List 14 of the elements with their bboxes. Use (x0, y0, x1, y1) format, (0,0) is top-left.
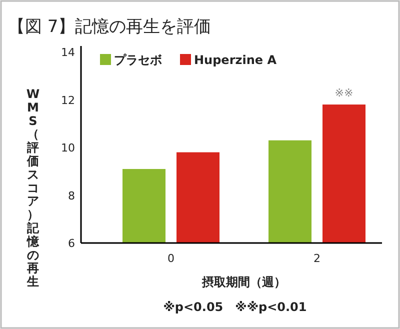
y-tick-label: 14 (61, 46, 75, 59)
legend-label: Huperzine A (194, 53, 278, 67)
y-tick-label: 8 (68, 189, 75, 202)
text: ※p<0.05 ※※p<0.01 (163, 300, 307, 314)
annotation: ※※ (334, 86, 354, 100)
chart-title: 【図 7】記憶の再生を評価 (8, 17, 212, 37)
x-tick-label: 0 (168, 252, 174, 265)
x-axis-title: 摂取期間（週） (201, 275, 286, 289)
y-tick-label: 12 (61, 94, 75, 107)
y-tick-label: 10 (61, 142, 75, 154)
y-tick-label: 6 (68, 237, 75, 250)
x-tick-label: 2 (314, 252, 320, 265)
legend-label: プラセボ (114, 53, 162, 67)
text: WMS（評価スコア）記憶の再生 (26, 87, 40, 289)
